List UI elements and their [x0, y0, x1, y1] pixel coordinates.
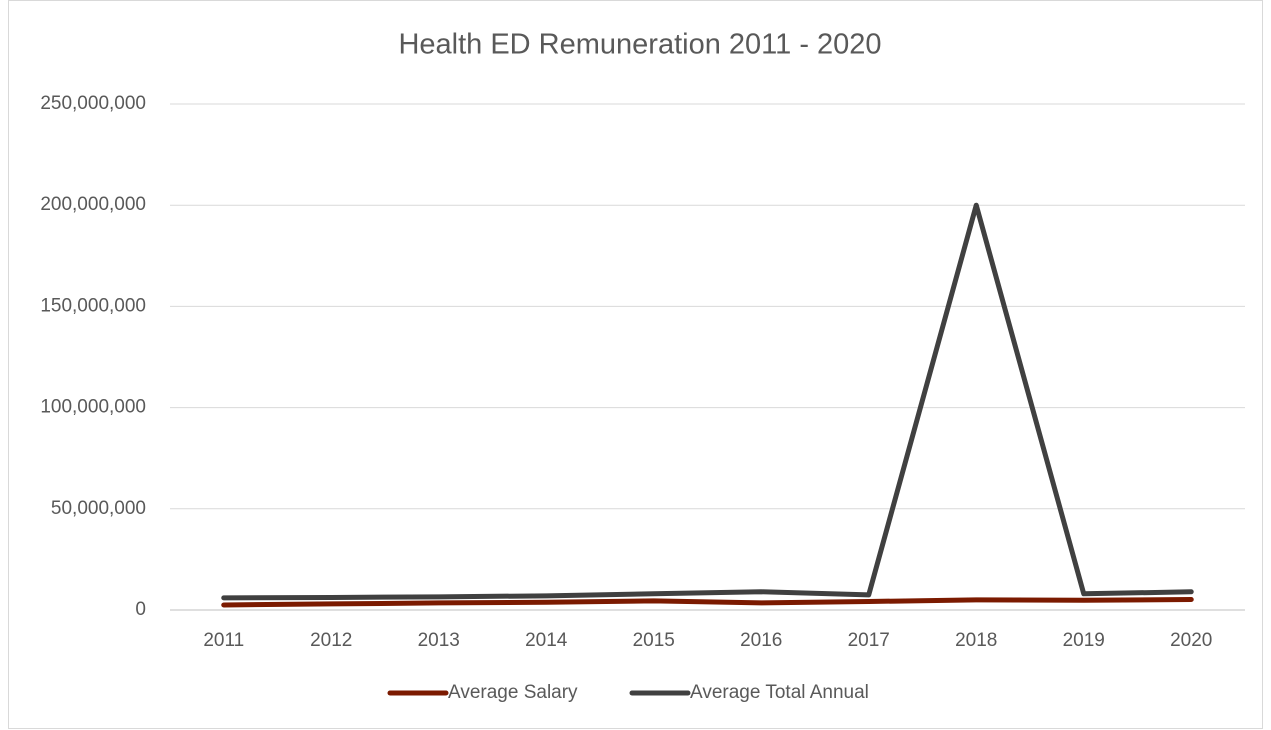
- x-tick-label: 2015: [633, 630, 675, 651]
- y-tick-label: 250,000,000: [40, 93, 146, 114]
- x-tick-label: 2019: [1063, 630, 1105, 651]
- line-series: [221, 596, 1194, 608]
- x-tick-label: 2020: [1170, 630, 1212, 651]
- x-tick-label: 2014: [525, 630, 568, 651]
- line-series: [221, 202, 1194, 601]
- y-tick-label: 200,000,000: [40, 194, 146, 215]
- legend-label: Average Salary: [448, 682, 578, 703]
- y-tick-label: 0: [135, 599, 146, 620]
- y-tick-label: 150,000,000: [40, 295, 146, 316]
- x-tick-label: 2011: [203, 630, 244, 651]
- y-tick-label: 100,000,000: [40, 397, 146, 418]
- legend-label: Average Total Annual: [690, 682, 869, 703]
- x-tick-label: 2018: [955, 630, 997, 651]
- chart-title: Health ED Remuneration 2011 - 2020: [398, 29, 881, 61]
- x-tick-label: 2016: [740, 630, 782, 651]
- y-tick-label: 50,000,000: [51, 498, 146, 519]
- x-tick-label: 2012: [310, 630, 352, 651]
- x-tick-label: 2013: [418, 630, 460, 651]
- chart-border: [8, 0, 1263, 729]
- x-tick-label: 2017: [848, 630, 890, 651]
